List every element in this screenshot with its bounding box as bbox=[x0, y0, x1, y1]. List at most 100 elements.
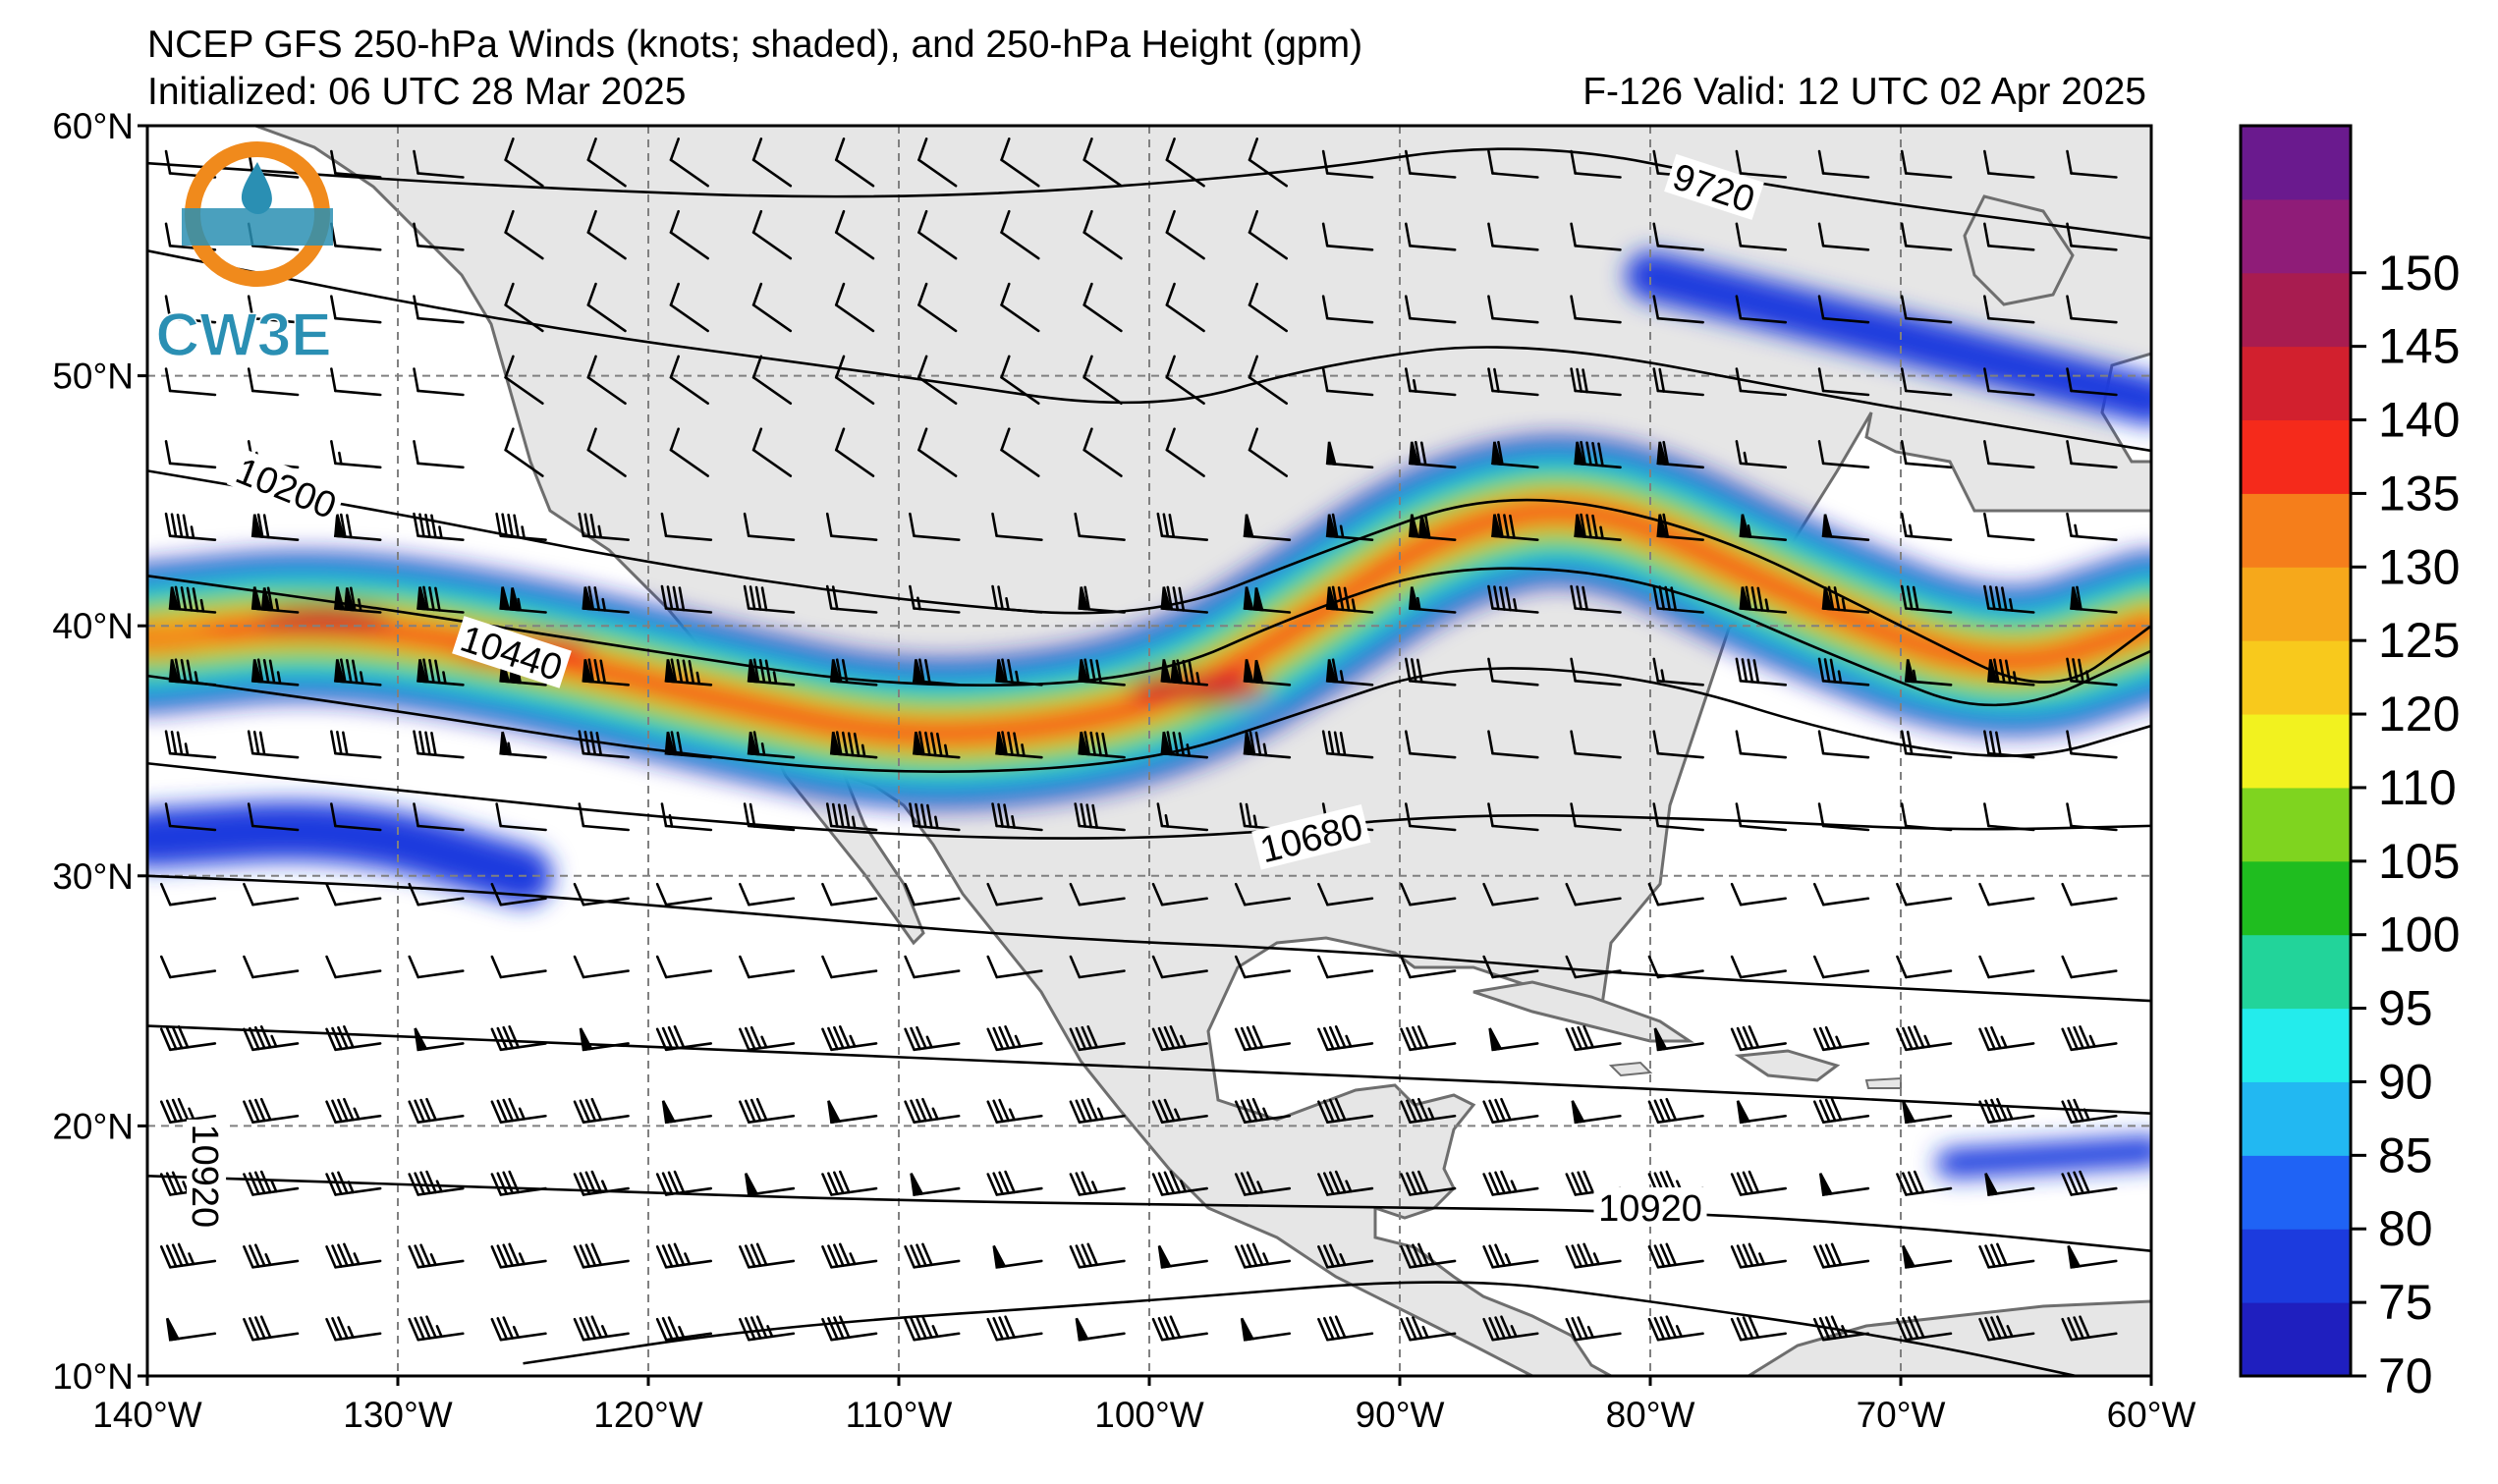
barb-feather bbox=[1406, 1026, 1417, 1051]
barb-feather bbox=[337, 1098, 349, 1123]
wind-barb bbox=[1000, 137, 1040, 188]
barb-feather bbox=[835, 731, 843, 756]
barb-feather bbox=[755, 1315, 768, 1339]
barb-pennant bbox=[829, 659, 842, 684]
barb-feather bbox=[1406, 1317, 1417, 1341]
barb-feather bbox=[1647, 1100, 1660, 1124]
wind-barb bbox=[1983, 802, 2035, 832]
barb-shaft bbox=[1987, 172, 2035, 179]
barb-half-feather bbox=[190, 525, 195, 540]
barb-shaft bbox=[334, 969, 382, 979]
wind-barb bbox=[1570, 149, 1622, 179]
wind-barb bbox=[1408, 586, 1457, 614]
barb-feather bbox=[428, 586, 435, 612]
barb-feather bbox=[1647, 1317, 1660, 1342]
wind-barb bbox=[1730, 882, 1787, 907]
barb-shaft bbox=[1000, 231, 1040, 260]
wind-barb bbox=[1000, 427, 1040, 477]
contour-label-bg bbox=[187, 1119, 227, 1233]
barb-feather bbox=[661, 1317, 674, 1341]
barb-shaft bbox=[582, 969, 630, 979]
barb-half-feather bbox=[1747, 524, 1752, 538]
barb-shaft bbox=[168, 751, 217, 759]
colorbar-tick-label: 105 bbox=[2378, 834, 2460, 889]
wind-barb bbox=[1248, 137, 1288, 188]
barb-shaft bbox=[416, 897, 465, 907]
wind-barb bbox=[904, 1097, 961, 1124]
wind-barb bbox=[413, 367, 465, 397]
wind-barb bbox=[1321, 367, 1374, 397]
wind-barb bbox=[1487, 802, 1539, 832]
barb-feather bbox=[930, 732, 937, 757]
hispaniola bbox=[1734, 1049, 1841, 1082]
height-contour bbox=[523, 1281, 2077, 1376]
barb-half-feather bbox=[442, 671, 447, 686]
wind-barb bbox=[1896, 1025, 1953, 1052]
barb-feather bbox=[1007, 731, 1014, 756]
wind-barb bbox=[1325, 441, 1374, 469]
barb-feather bbox=[1580, 440, 1586, 466]
barb-shaft bbox=[1904, 534, 1953, 541]
barb-pennant bbox=[1986, 659, 1999, 684]
barb-pennant bbox=[1243, 514, 1254, 538]
barb-half-feather bbox=[1186, 743, 1192, 757]
x-tick-label: 110°W bbox=[846, 1395, 953, 1435]
barb-shaft bbox=[334, 1332, 382, 1342]
wind-barb bbox=[1404, 149, 1457, 179]
northern-jet-band bbox=[1626, 250, 2151, 426]
wind-barb bbox=[904, 1025, 961, 1052]
barb-shaft bbox=[2070, 897, 2118, 907]
wind-barb bbox=[159, 955, 217, 979]
barb-feather bbox=[490, 1173, 503, 1196]
barb-feather bbox=[1748, 1025, 1760, 1049]
barb-shaft bbox=[913, 607, 961, 614]
wind-barb bbox=[164, 440, 217, 469]
wind-barb bbox=[1983, 440, 2035, 469]
wind-barb bbox=[904, 1242, 961, 1269]
barb-feather bbox=[1416, 658, 1423, 684]
wind-barb bbox=[1404, 295, 1457, 324]
wind-barb bbox=[1160, 585, 1209, 614]
wind-barb bbox=[416, 585, 465, 614]
wind-barb bbox=[408, 955, 465, 979]
barb-feather bbox=[1817, 149, 1825, 175]
barb-feather bbox=[1487, 802, 1494, 828]
barb-feather bbox=[1499, 585, 1506, 611]
barb-pennant bbox=[1243, 659, 1254, 684]
barb-feather bbox=[1082, 282, 1093, 306]
barb-shaft bbox=[251, 1259, 300, 1269]
barb-feather bbox=[661, 1244, 674, 1268]
barb-pennant bbox=[1818, 1173, 1834, 1196]
barb-shaft bbox=[1656, 680, 1704, 687]
wind-barb bbox=[655, 1025, 713, 1052]
barb-pennant bbox=[913, 659, 924, 684]
colorbar-tick-label: 110 bbox=[2378, 760, 2457, 815]
barb-half-feather bbox=[943, 743, 949, 758]
wind-barb bbox=[825, 584, 878, 614]
barb-feather bbox=[177, 1097, 190, 1122]
barb-feather bbox=[1571, 1244, 1583, 1268]
barb-shaft bbox=[416, 462, 465, 469]
barb-shaft bbox=[1821, 680, 1870, 687]
barb-half-feather bbox=[435, 1180, 443, 1193]
wind-barb bbox=[834, 282, 875, 333]
wind-barb bbox=[664, 731, 713, 759]
wind-barb bbox=[573, 882, 630, 907]
barb-shaft bbox=[1821, 824, 1870, 832]
barb-pennant bbox=[744, 1173, 759, 1196]
barb-feather bbox=[1735, 802, 1743, 828]
barb-feather bbox=[1818, 1317, 1831, 1341]
wind-barb bbox=[330, 802, 382, 832]
barb-shaft bbox=[1574, 245, 1622, 251]
barb-feather bbox=[904, 882, 916, 907]
barb-shaft bbox=[751, 448, 793, 477]
barb-feather bbox=[1983, 802, 1990, 828]
barb-feather bbox=[1896, 955, 1908, 979]
barb-feather bbox=[910, 1099, 921, 1124]
barb-half-feather bbox=[1015, 670, 1020, 685]
wind-barb bbox=[739, 1025, 796, 1052]
wind-barb bbox=[655, 1316, 713, 1342]
wind-barb bbox=[1248, 427, 1288, 477]
barb-feather bbox=[1000, 137, 1011, 162]
barb-feather bbox=[917, 355, 928, 379]
